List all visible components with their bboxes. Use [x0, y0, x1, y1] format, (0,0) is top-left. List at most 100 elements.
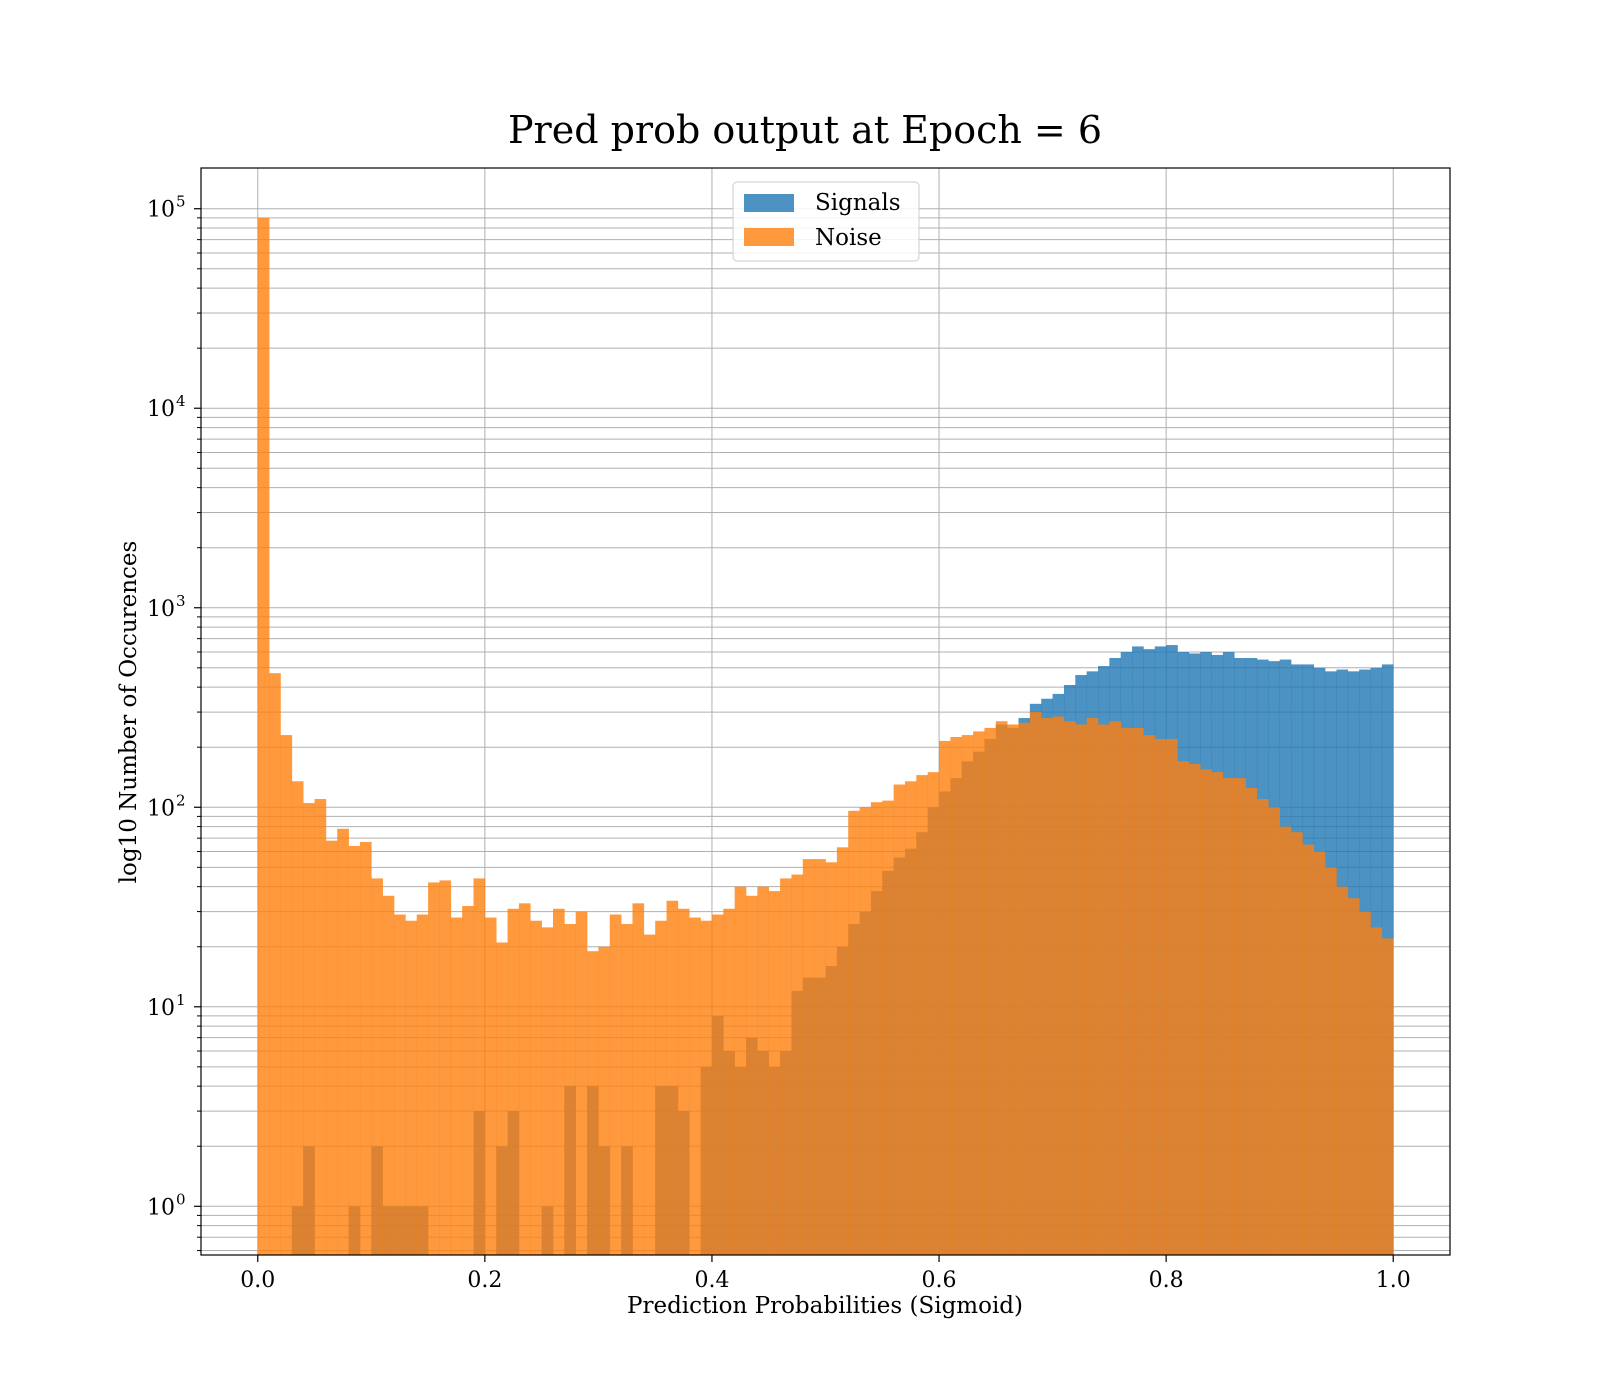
- noise-bar: [1166, 738, 1178, 1255]
- noise-bar: [1177, 761, 1190, 1255]
- y-tick-label: 10: [147, 597, 175, 622]
- y-tick-label-exponent: 4: [176, 392, 186, 410]
- noise-bar: [848, 810, 860, 1255]
- noise-bar: [1279, 826, 1292, 1255]
- noise-bar: [257, 217, 270, 1255]
- noise-bar: [405, 920, 418, 1255]
- noise-bar: [371, 878, 383, 1255]
- noise-bar: [507, 908, 520, 1255]
- noise-bar: [1211, 772, 1224, 1255]
- noise-bar: [496, 942, 508, 1255]
- noise-bar: [291, 781, 304, 1255]
- axes-frame: [200, 167, 1451, 1256]
- chart-title: Pred prob output at Epoch = 6: [508, 108, 1102, 152]
- noise-bar: [836, 847, 849, 1255]
- noise-bar: [768, 891, 781, 1255]
- noise-bar: [757, 886, 770, 1255]
- noise-bar: [643, 934, 656, 1255]
- noise-bar: [280, 735, 293, 1255]
- noise-bar: [1188, 763, 1201, 1255]
- noise-bar: [439, 880, 452, 1255]
- noise-bar: [711, 914, 724, 1255]
- noise-bar: [1063, 721, 1076, 1255]
- noise-bar: [1120, 727, 1133, 1255]
- noise-bar: [359, 841, 372, 1255]
- noise-bar: [689, 917, 701, 1255]
- noise-bars: [257, 217, 1394, 1255]
- noise-bar: [723, 908, 735, 1255]
- y-tick-label: 10: [147, 996, 175, 1021]
- noise-bar: [904, 781, 917, 1255]
- noise-bar: [700, 920, 713, 1255]
- noise-bar: [780, 878, 792, 1255]
- noise-bar: [677, 908, 690, 1255]
- x-tick-label: 0.0: [240, 1268, 275, 1293]
- y-tick-label-exponent: 2: [176, 791, 186, 809]
- x-tick-label: 0.4: [694, 1268, 729, 1293]
- noise-bar: [1370, 927, 1383, 1255]
- noise-bar: [325, 840, 338, 1255]
- y-axis-label: log10 Number of Occurences: [116, 541, 142, 884]
- noise-bar: [1098, 724, 1110, 1255]
- y-tick-label-exponent: 3: [176, 592, 186, 610]
- noise-bar: [916, 775, 928, 1255]
- noise-bar: [530, 920, 542, 1255]
- noise-bar: [825, 862, 838, 1255]
- noise-bar: [598, 946, 611, 1255]
- y-tick-label: 10: [147, 796, 175, 821]
- noise-bar: [814, 859, 826, 1255]
- noise-bar: [1200, 769, 1212, 1255]
- noise-bar: [1313, 851, 1326, 1255]
- noise-bar: [337, 828, 349, 1255]
- noise-bar: [1222, 778, 1235, 1255]
- noise-bar: [1302, 844, 1315, 1255]
- y-tick-label-exponent: 0: [176, 1190, 186, 1208]
- noise-bar: [314, 799, 327, 1255]
- y-tick-label: 10: [147, 397, 175, 422]
- noise-bar: [1029, 712, 1042, 1255]
- noise-bar: [859, 807, 872, 1255]
- y-tick-label-exponent: 5: [176, 193, 186, 211]
- noise-bar: [939, 740, 951, 1255]
- noise-bar: [1041, 718, 1053, 1255]
- x-axis-label: Prediction Probabilities (Sigmoid): [627, 1293, 1023, 1319]
- noise-bar: [473, 878, 486, 1255]
- noise-bar: [462, 905, 474, 1255]
- legend-swatch-noise: [744, 228, 794, 246]
- x-tick-label: 1.0: [1376, 1268, 1411, 1293]
- noise-bar: [1132, 727, 1144, 1255]
- noise-bar: [1075, 724, 1087, 1255]
- noise-bar: [1052, 716, 1065, 1255]
- noise-bar: [348, 845, 361, 1255]
- noise-bar: [1256, 799, 1269, 1255]
- noise-bar: [1381, 938, 1394, 1255]
- noise-bar: [927, 772, 940, 1255]
- noise-bar: [1234, 778, 1246, 1255]
- noise-bar: [621, 923, 633, 1255]
- noise-bar: [655, 920, 667, 1255]
- noise-bar: [1268, 807, 1280, 1255]
- y-tick-label: 10: [147, 1195, 175, 1220]
- noise-bar: [973, 731, 985, 1255]
- legend-label-signals: Signals: [815, 190, 901, 216]
- noise-bar: [1109, 721, 1122, 1255]
- noise-bar: [1154, 738, 1167, 1255]
- noise-bar: [995, 721, 1008, 1255]
- x-tick-label: 0.6: [922, 1268, 957, 1293]
- x-axis-ticks: 0.0 0.2 0.4 0.6 0.8 1.0: [240, 1255, 1411, 1293]
- noise-bar: [518, 903, 531, 1255]
- x-tick-label: 0.8: [1149, 1268, 1184, 1293]
- noise-bar: [870, 802, 883, 1255]
- noise-bar: [746, 895, 758, 1255]
- noise-bar: [961, 735, 974, 1255]
- noise-bar: [632, 903, 645, 1255]
- noise-bar: [1245, 787, 1258, 1255]
- y-tick-label: 10: [147, 198, 175, 223]
- noise-bar: [984, 727, 997, 1255]
- noise-bar: [552, 908, 565, 1255]
- noise-bar: [428, 882, 440, 1255]
- noise-bar: [1086, 718, 1099, 1255]
- noise-bar: [587, 951, 599, 1255]
- noise-bar: [791, 874, 804, 1255]
